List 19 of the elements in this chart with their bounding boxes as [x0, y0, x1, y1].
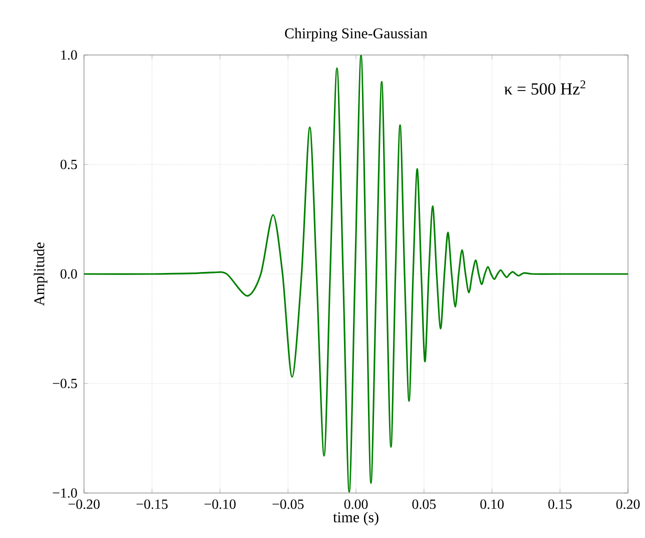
- y-tick-label: −0.5: [52, 378, 77, 388]
- x-tick-label: −0.05: [272, 500, 304, 509]
- line-series: [84, 54, 628, 493]
- x-tick-label: −0.10: [204, 500, 236, 509]
- y-tick-label: 0.0: [60, 269, 77, 279]
- y-axis-title: Amplitude: [34, 242, 48, 306]
- x-axis-title: time (s): [333, 512, 378, 526]
- x-tick-label: −0.15: [136, 500, 168, 509]
- x-tick-label: 0.10: [480, 500, 504, 509]
- x-tick-label: 0.00: [344, 500, 368, 509]
- x-tick-label: −0.20: [68, 500, 100, 509]
- x-tick-label: 0.15: [548, 500, 572, 509]
- x-tick-label: 0.20: [616, 500, 640, 509]
- y-tick-label: −1.0: [52, 488, 77, 498]
- x-tick-label: 0.05: [412, 500, 436, 509]
- annotation: κ = 500 Hz$^{2}$: [504, 80, 586, 95]
- y-tick-label: 0.5: [60, 160, 77, 170]
- y-tick-label: 1.0: [61, 50, 77, 60]
- chart-title: Chirping Sine-Gaussian: [285, 28, 428, 42]
